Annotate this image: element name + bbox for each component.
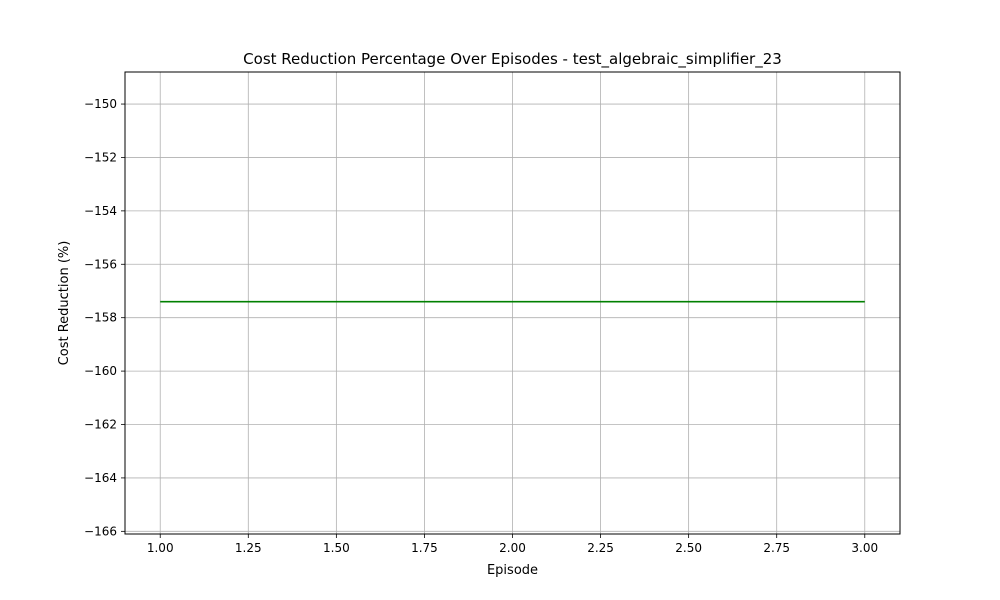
chart-title: Cost Reduction Percentage Over Episodes …	[243, 50, 782, 69]
x-tick-label: 1.00	[147, 541, 174, 555]
y-tick-label: −160	[84, 364, 117, 378]
tick-layer: 1.00 1.25 1.50 1.75 2.00 2.25 2.50 2.75 3.00 −150…	[84, 97, 878, 555]
x-tick-label: 1.50	[323, 541, 350, 555]
y-tick-label: −166	[84, 524, 117, 538]
y-tick-label: −150	[84, 97, 117, 111]
x-tick-label: 2.00	[499, 541, 526, 555]
x-tick-label: 2.50	[675, 541, 702, 555]
x-axis-label: Episode	[487, 563, 538, 578]
x-tick-label: 2.25	[587, 541, 614, 555]
x-tick-label: 1.75	[411, 541, 438, 555]
y-tick-label: −156	[84, 257, 117, 271]
grid-layer	[125, 72, 900, 534]
y-tick-label: −158	[84, 311, 117, 325]
x-tick-label: 3.00	[851, 541, 878, 555]
x-tick-label: 1.25	[235, 541, 262, 555]
y-tick-label: −162	[84, 418, 117, 432]
y-axis-label: Cost Reduction (%)	[57, 241, 72, 366]
y-tick-label: −152	[84, 150, 117, 164]
y-tick-label: −164	[84, 471, 117, 485]
y-tick-label: −154	[84, 204, 117, 218]
x-tick-label: 2.75	[763, 541, 790, 555]
